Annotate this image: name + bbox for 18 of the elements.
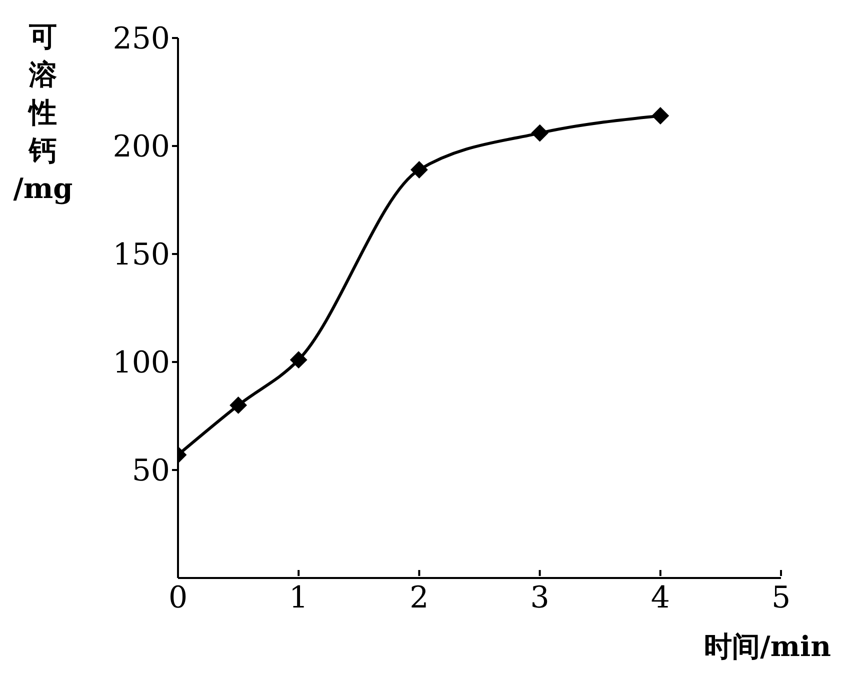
- point: [230, 396, 247, 414]
- point: [652, 107, 669, 124]
- point: [531, 124, 548, 142]
- x-tick-label: 1: [289, 580, 308, 616]
- y-tick-label: 250: [112, 22, 170, 57]
- point: [410, 161, 428, 178]
- x-tick-label: 3: [530, 580, 550, 616]
- point: [290, 351, 308, 368]
- y-tick-label: 100: [112, 346, 170, 381]
- x-axis-title: 时间/min: [704, 629, 831, 665]
- y-axis-title: 可溶性钙/mg: [12, 19, 74, 207]
- y-tick-label: 150: [112, 238, 170, 273]
- x-tick-label: 0: [168, 580, 188, 616]
- y-tick-label: 200: [112, 130, 170, 165]
- x-tick-label: 2: [410, 580, 429, 616]
- x-tick-label: 5: [771, 580, 791, 616]
- x-tick-label: 4: [650, 580, 670, 616]
- y-tick-label: 50: [132, 454, 170, 489]
